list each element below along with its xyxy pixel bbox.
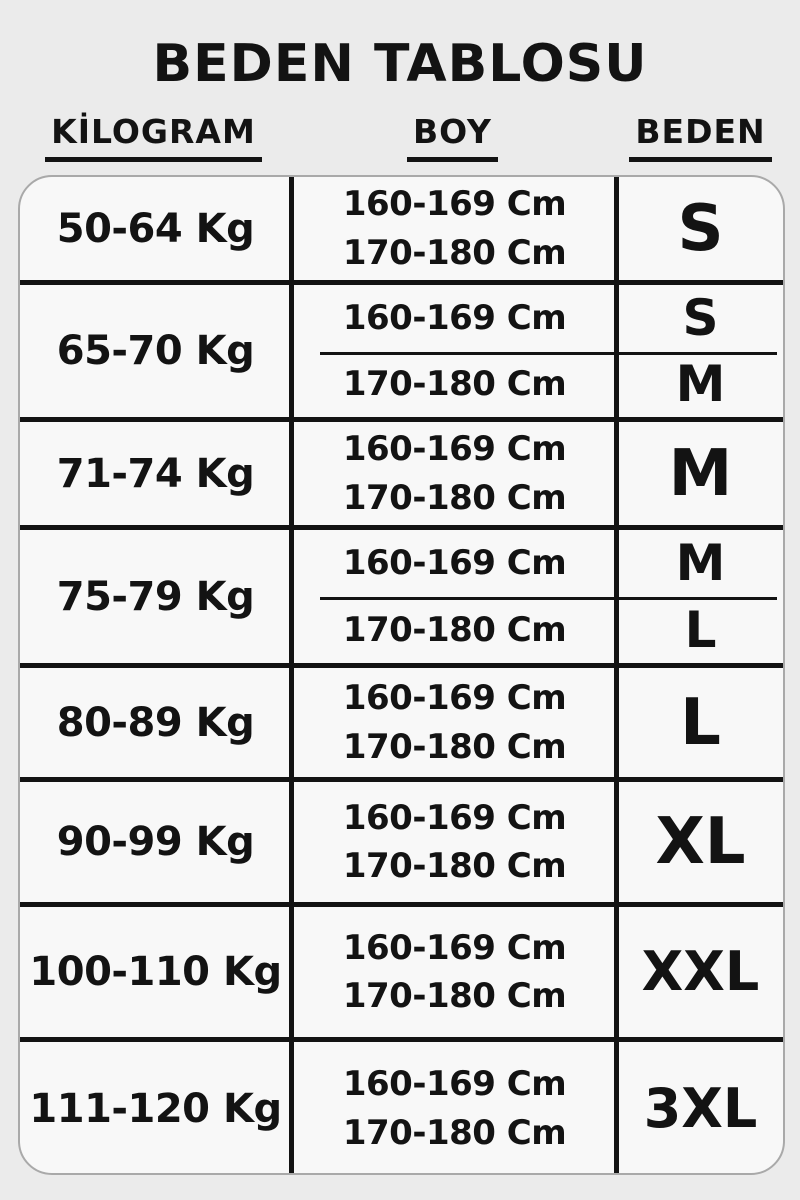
- split-divider-line: [320, 351, 777, 355]
- height-range: 160-169 Cm: [342, 297, 567, 338]
- size-value: L: [680, 685, 721, 760]
- weight-range: 80-89 Kg: [56, 699, 255, 746]
- height-range: 160-169 Cm: [342, 1064, 567, 1105]
- height-range: 160-169 Cm: [342, 678, 567, 719]
- size-cell: XL: [618, 782, 783, 902]
- weight-range-cell: 90-99 Kg: [20, 782, 291, 902]
- height-range: 170-180 Cm: [342, 609, 567, 650]
- weight-range: 65-70 Kg: [56, 328, 255, 374]
- height-range-cell: 160-169 Cm 170-180 Cm: [291, 782, 618, 902]
- height-range: 170-180 Cm: [342, 976, 567, 1016]
- size-value: M: [668, 436, 733, 511]
- height-range: 170-180 Cm: [342, 846, 567, 886]
- table-body: 50-64 Kg 160-169 Cm 170-180 Cm S 65-70 Kg…: [20, 177, 783, 1173]
- weight-range-cell: 50-64 Kg: [20, 177, 291, 280]
- split-divider-line: [320, 597, 777, 601]
- size-cell: 3XL: [618, 1042, 783, 1173]
- size-cell: S: [618, 177, 783, 280]
- weight-range-cell: 75-79 Kg: [20, 530, 291, 663]
- height-range: 160-169 Cm: [342, 927, 567, 968]
- weight-range: 90-99 Kg: [56, 819, 255, 865]
- column-headers: KİLOGRAM BOY BEDEN: [18, 112, 785, 162]
- table-row: 100-110 Kg 160-169 Cm 170-180 Cm XXL: [20, 902, 783, 1037]
- size-cell: L: [618, 668, 783, 777]
- height-range: 170-180 Cm: [342, 477, 567, 518]
- height-range: 170-180 Cm: [342, 363, 567, 404]
- table-row: 111-120 Kg 160-169 Cm 170-180 Cm 3XL: [20, 1037, 783, 1173]
- column-header-boy: BOY: [289, 112, 616, 162]
- weight-range-cell: 71-74 Kg: [20, 422, 291, 525]
- size-table: 50-64 Kg 160-169 Cm 170-180 Cm S 65-70 Kg…: [18, 175, 785, 1175]
- weight-range-cell: 65-70 Kg: [20, 285, 291, 417]
- column-divider-line: [614, 177, 619, 1173]
- size-value: XL: [655, 805, 746, 879]
- size-value: 3XL: [643, 1076, 758, 1140]
- size-value: XXL: [641, 940, 760, 1003]
- height-range-cell: 160-169 Cm 170-180 Cm: [291, 177, 618, 280]
- size-value: S: [677, 191, 724, 266]
- size-value: M: [675, 355, 726, 413]
- column-header-label: BEDEN: [629, 112, 772, 162]
- height-range: 170-180 Cm: [342, 1112, 567, 1153]
- weight-range: 50-64 Kg: [56, 205, 255, 252]
- size-value: M: [675, 534, 726, 593]
- height-range-cell: 160-169 Cm 170-180 Cm: [291, 1042, 618, 1173]
- weight-range-cell: 100-110 Kg: [20, 907, 291, 1037]
- height-range-cell: 160-169 Cm 170-180 Cm: [291, 668, 618, 777]
- weight-range: 71-74 Kg: [56, 450, 255, 497]
- table-row: 71-74 Kg 160-169 Cm 170-180 Cm M: [20, 417, 783, 525]
- height-range: 170-180 Cm: [342, 726, 567, 767]
- size-value: S: [682, 289, 719, 347]
- height-range-cell: 160-169 Cm 170-180 Cm: [291, 530, 618, 663]
- column-divider-line: [289, 177, 294, 1173]
- height-range-cell: 160-169 Cm 170-180 Cm: [291, 907, 618, 1037]
- weight-range: 100-110 Kg: [29, 949, 282, 995]
- table-row: 50-64 Kg 160-169 Cm 170-180 Cm S: [20, 177, 783, 280]
- height-range-cell: 160-169 Cm 170-180 Cm: [291, 285, 618, 417]
- height-range: 170-180 Cm: [342, 232, 567, 273]
- height-range-cell: 160-169 Cm 170-180 Cm: [291, 422, 618, 525]
- column-header-beden: BEDEN: [616, 112, 785, 162]
- table-row: 80-89 Kg 160-169 Cm 170-180 Cm L: [20, 663, 783, 777]
- height-range: 160-169 Cm: [342, 429, 567, 470]
- height-range: 160-169 Cm: [342, 543, 567, 584]
- weight-range: 75-79 Kg: [56, 573, 255, 620]
- size-cell: XXL: [618, 907, 783, 1037]
- column-header-label: KİLOGRAM: [45, 112, 262, 162]
- weight-range-cell: 111-120 Kg: [20, 1042, 291, 1173]
- weight-range-cell: 80-89 Kg: [20, 668, 291, 777]
- weight-range: 111-120 Kg: [29, 1085, 282, 1132]
- size-cell: M: [618, 422, 783, 525]
- table-row: 90-99 Kg 160-169 Cm 170-180 Cm XL: [20, 777, 783, 902]
- height-range: 160-169 Cm: [342, 797, 567, 838]
- size-value: L: [684, 600, 717, 659]
- page-title: BEDEN TABLOSU: [152, 34, 648, 94]
- column-header-kilogram: KİLOGRAM: [18, 112, 289, 162]
- height-range: 160-169 Cm: [342, 184, 567, 225]
- column-header-label: BOY: [407, 112, 498, 162]
